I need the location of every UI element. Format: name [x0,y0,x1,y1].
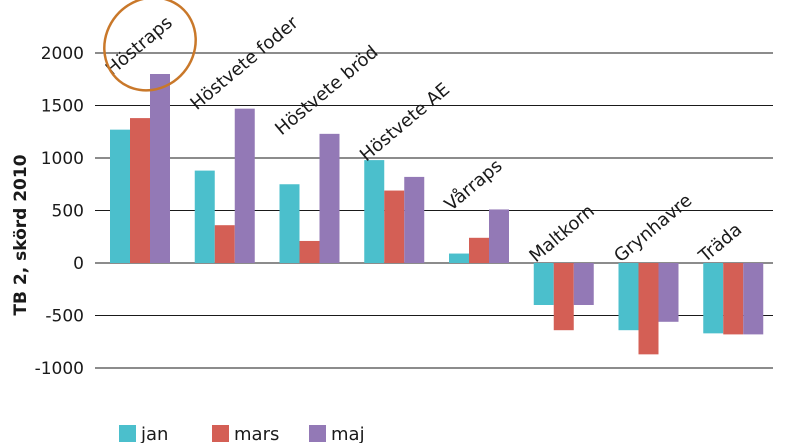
bar-mars [469,237,489,263]
bar-maj [573,263,594,305]
bar-maj [404,176,425,263]
bar-mars [384,190,405,263]
bar-mars [723,263,744,335]
bar-jan [533,263,554,305]
y-tick-label: -500 [45,307,84,327]
legend: jan mars maj [119,424,365,443]
bar-mars [130,118,150,263]
bar-maj [658,263,679,322]
bar-maj [234,108,255,264]
bar-maj [319,133,340,263]
legend-swatch-mars [212,425,229,442]
bar-maj [489,209,509,263]
bar-jan [364,160,385,263]
y-tick-label: 1000 [41,149,84,169]
legend-label-mars: mars [234,424,279,443]
legend-label-maj: maj [331,424,365,443]
category-label: Höstvete bröd [271,42,382,140]
y-tick-label: 2000 [41,44,84,64]
y-tick-labels: 2000 1500 1000 500 0 -500 -1000 [35,44,84,379]
legend-swatch-maj [309,425,326,442]
category-label: Grynhavre [610,190,696,267]
category-label: Höstvete foder [186,12,302,114]
bar-maj [743,263,764,335]
bar-maj [150,74,170,263]
y-tick-label: -1000 [35,359,84,379]
y-tick-label: 0 [73,254,84,274]
legend-swatch-jan [119,425,136,442]
highlight-ellipse [103,0,197,92]
bar-jan [194,170,215,263]
legend-label-jan: jan [140,424,168,443]
bar-mars [299,240,320,263]
bar-mars [553,263,574,331]
bar-jan [449,253,469,263]
bars [110,74,764,355]
bar-mars [638,263,659,355]
bar-mars [214,225,235,263]
category-label: Vårraps [441,155,507,215]
bar-jan [110,129,130,263]
highlight-ellipse-shape [103,0,197,92]
bar-jan [618,263,639,331]
category-label: Träda [694,219,746,267]
category-label: Höstvete AE [356,79,454,166]
y-axis-label: TB 2, skörd 2010 [11,154,31,315]
y-tick-label: 1500 [41,97,84,117]
bar-jan [703,263,724,334]
bar-jan [279,184,300,263]
y-tick-label: 500 [52,202,84,222]
